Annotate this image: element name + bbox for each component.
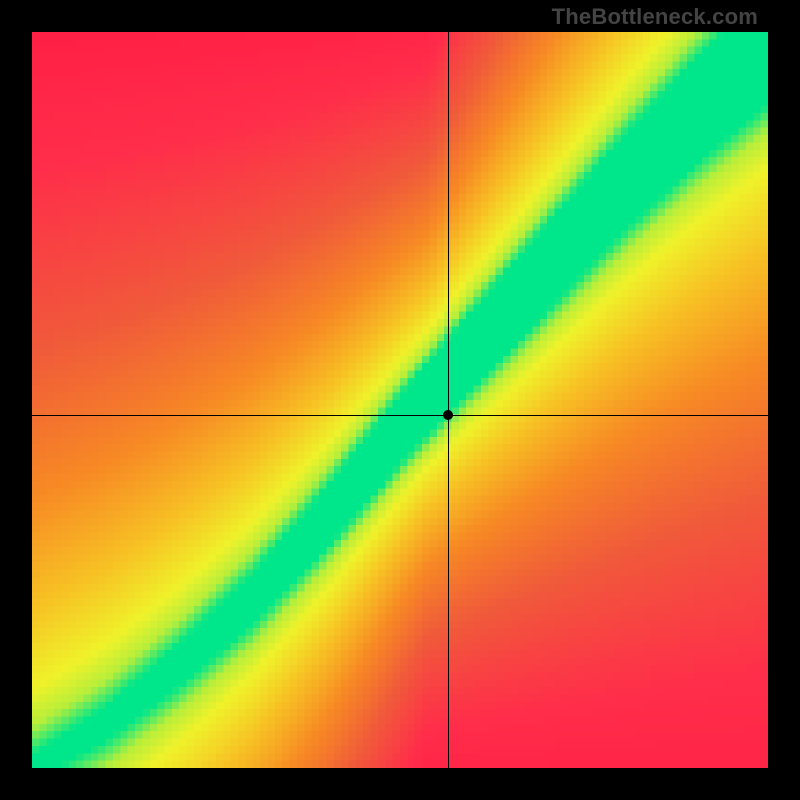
crosshair-horizontal	[32, 415, 768, 416]
current-point-marker[interactable]	[443, 410, 453, 420]
heatmap-canvas	[32, 32, 768, 768]
watermark-text: TheBottleneck.com	[552, 4, 758, 30]
crosshair-vertical	[448, 32, 449, 768]
heatmap-plot	[32, 32, 768, 768]
